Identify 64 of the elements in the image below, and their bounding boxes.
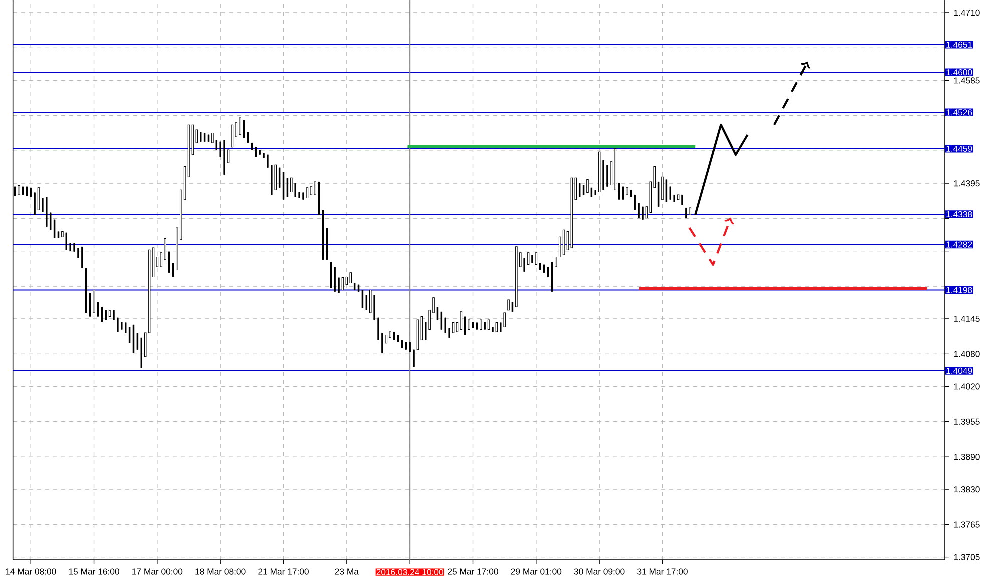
x-tick-label: 29 Mar 01:00	[511, 568, 562, 575]
y-tick-label: 1.4395	[954, 180, 980, 187]
x-tick-label: 18 Mar 08:00	[196, 568, 246, 575]
x-tick-label: 17 Mar 00:00	[132, 568, 183, 575]
x-tick-label: 30 Mar 09:00	[574, 568, 625, 575]
candlestick	[42, 198, 44, 213]
y-tick-label: 1.3705	[954, 554, 980, 560]
candlestick	[480, 320, 482, 330]
ref-line-label: 1.4282	[946, 242, 972, 248]
x-tick-label: 15 Mar 16:00	[69, 568, 120, 575]
y-tick-label: 1.3830	[954, 486, 980, 493]
y-tick-label: 1.4080	[954, 351, 980, 358]
y-tick-label: 1.4145	[954, 316, 980, 322]
candlestick	[314, 182, 316, 196]
candlestick	[496, 322, 498, 332]
candlestick	[468, 320, 470, 330]
x-tick-label: 25 Mar 17:00	[448, 568, 498, 575]
candlestick	[504, 312, 506, 328]
candlestick	[338, 277, 340, 294]
x-tick-label: 2016.03.24 10:00	[376, 569, 444, 576]
candlestick	[117, 317, 119, 332]
candlestick	[227, 150, 230, 164]
ref-line-label: 1.4338	[946, 211, 972, 218]
candlestick	[452, 322, 455, 334]
candlestick	[212, 132, 214, 144]
candlestick	[231, 124, 234, 148]
candlestick	[239, 118, 242, 136]
ref-line-label: 1.4198	[946, 287, 972, 294]
y-tick-label: 1.3955	[954, 418, 980, 425]
ref-line-label: 1.4651	[946, 42, 972, 48]
candlestick	[527, 252, 530, 266]
candlestick	[638, 202, 640, 219]
candlestick	[642, 206, 644, 220]
ref-line-label: 1.4600	[946, 70, 972, 76]
candlestick	[93, 290, 96, 314]
candlestick	[78, 248, 80, 259]
candlestick	[586, 180, 589, 194]
candlestick	[34, 192, 36, 216]
candlestick	[488, 320, 490, 330]
candlestick	[606, 164, 608, 188]
ref-line-label: 1.4049	[946, 368, 972, 374]
candlestick	[382, 332, 384, 354]
candlestick	[18, 185, 20, 196]
x-tick-label: 14 Mar 08:00	[6, 568, 56, 575]
x-tick-label: 31 Mar 17:00	[638, 568, 688, 575]
x-tick-label: 23 Ma	[335, 568, 359, 575]
candlestick	[306, 188, 309, 199]
candlestick	[448, 328, 450, 338]
candlestick	[662, 176, 664, 200]
candlestick	[350, 272, 352, 284]
candlestick	[460, 312, 463, 330]
candlestick	[508, 300, 510, 311]
x-tick-label: 21 Mar 17:00	[258, 568, 309, 575]
candlestick	[38, 188, 40, 211]
candlestick	[290, 178, 293, 193]
y-tick-label: 1.3765	[954, 522, 980, 528]
candlestick	[535, 252, 538, 266]
y-tick-label: 1.4585	[954, 78, 980, 84]
y-tick-label: 1.4710	[954, 10, 980, 16]
ref-line-label: 1.4459	[946, 146, 972, 152]
ref-line-label: 1.4526	[946, 110, 972, 116]
candlestick	[267, 154, 269, 168]
y-tick-label: 1.3890	[954, 454, 980, 460]
y-tick-label: 1.4020	[954, 384, 980, 390]
